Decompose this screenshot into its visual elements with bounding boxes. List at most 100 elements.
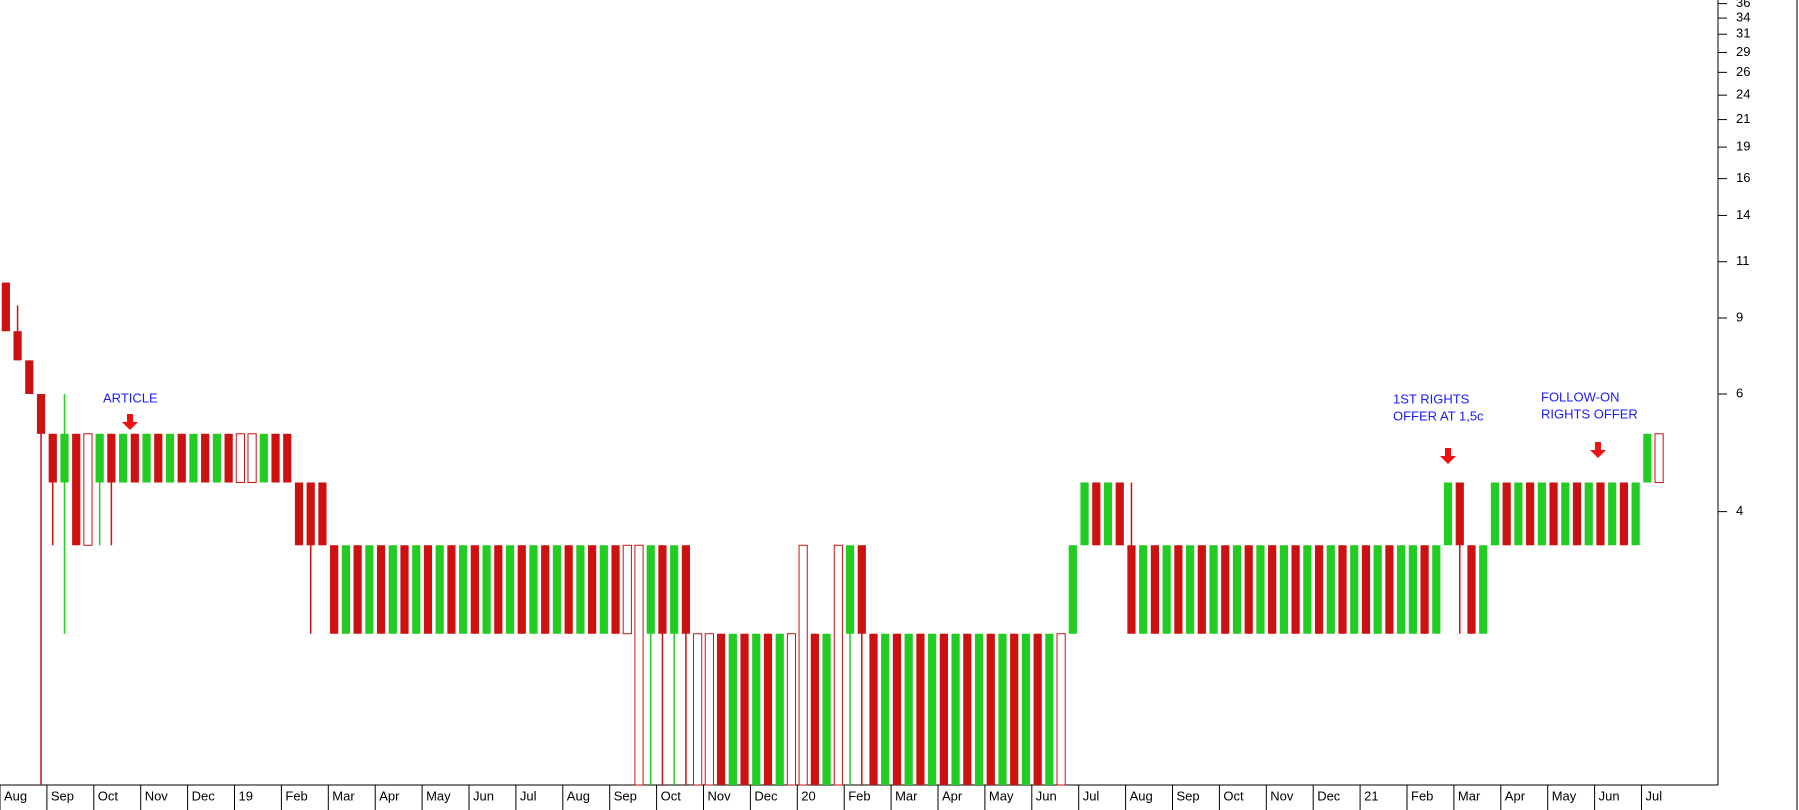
candle-body: [857, 545, 866, 634]
candle-body: [1408, 545, 1417, 634]
candle-body: [1303, 545, 1312, 634]
candle-body: [1502, 482, 1511, 546]
candle-body: [95, 433, 104, 483]
candle-body: [72, 433, 81, 546]
candle-body: [25, 360, 34, 395]
candle-body: [283, 433, 292, 483]
candle-body: [130, 433, 139, 483]
candle-body: [330, 545, 339, 634]
candle-body: [1443, 482, 1453, 546]
candle-body: [599, 545, 608, 634]
candle-body: [939, 633, 948, 785]
x-tick-label: 20: [801, 788, 815, 803]
candle-body: [786, 633, 797, 786]
candle-body: [60, 433, 69, 483]
y-tick-label: 26: [1736, 64, 1750, 79]
candle-body: [1, 282, 10, 332]
annotation-arrow: [1590, 442, 1606, 458]
x-tick-label: Feb: [1411, 788, 1433, 803]
x-tick-label: Apr: [379, 788, 400, 803]
x-tick-label: Sep: [614, 788, 637, 803]
x-tick-label: Jul: [1083, 788, 1100, 803]
candle-body: [1479, 545, 1488, 634]
candle-body: [974, 633, 984, 785]
candle-body: [1197, 545, 1206, 634]
candle-body: [916, 633, 925, 785]
y-tick-label: 21: [1736, 111, 1750, 126]
candle-body: [552, 545, 562, 634]
x-tick-label: Aug: [4, 788, 27, 803]
candle-body: [1185, 545, 1195, 634]
candle-body: [541, 545, 550, 634]
x-tick-label: Aug: [567, 788, 590, 803]
annotation: FOLLOW-ON: [1541, 389, 1620, 404]
annotation: RIGHTS OFFER: [1541, 406, 1638, 421]
candle-body: [1514, 482, 1523, 546]
candle-body: [388, 545, 397, 634]
candle-body: [1291, 545, 1300, 634]
x-tick-label: Nov: [708, 788, 732, 803]
candle-body: [494, 545, 503, 634]
y-tick-label: 11: [1736, 253, 1750, 268]
y-tick-label: 6: [1736, 385, 1743, 400]
candle-body: [904, 633, 913, 785]
candle-body: [1455, 482, 1464, 546]
candle-body: [36, 394, 46, 434]
candle-body: [119, 433, 128, 483]
candle-body: [869, 633, 878, 785]
y-tick-label: 14: [1736, 207, 1750, 222]
candle-body: [224, 433, 233, 483]
candle-body: [1338, 545, 1347, 634]
candle-body: [845, 545, 855, 634]
candle-body: [1162, 545, 1171, 634]
candle-body: [13, 331, 22, 361]
candle-body: [1526, 482, 1535, 546]
candle-body: [517, 545, 526, 634]
candle-body: [1068, 545, 1077, 634]
candle-body: [201, 433, 210, 483]
candle-body: [1385, 545, 1394, 634]
candle-body: [482, 545, 491, 634]
candle-body: [1256, 545, 1265, 634]
candle-body: [1350, 545, 1359, 634]
candle-body: [48, 433, 57, 483]
candle-body: [881, 633, 890, 785]
x-tick-label: Sep: [51, 788, 74, 803]
x-tick-label: Jun: [1036, 788, 1057, 803]
candle-body: [1232, 545, 1242, 634]
candle-body: [564, 545, 573, 634]
annotation: 1ST RIGHTS: [1393, 391, 1470, 406]
candle-body: [763, 633, 773, 785]
candle-body: [716, 633, 726, 785]
x-tick-label: 21: [1364, 788, 1378, 803]
candle-body: [1326, 545, 1335, 634]
candle-body: [212, 433, 222, 483]
candle-body: [1631, 482, 1640, 546]
y-tick-label: 9: [1736, 309, 1743, 324]
x-tick-label: Nov: [1270, 788, 1294, 803]
candle-body: [634, 544, 644, 786]
x-tick-label: May: [1552, 788, 1577, 803]
candle-body: [833, 544, 843, 786]
candle-body: [318, 482, 327, 546]
y-tick-label: 4: [1736, 503, 1743, 518]
candle-body: [1209, 545, 1218, 634]
candle-body: [1010, 633, 1019, 785]
y-tick-label: 16: [1736, 170, 1750, 185]
candle-body: [1127, 545, 1136, 634]
candle-body: [235, 433, 245, 483]
candle-body: [1244, 545, 1253, 634]
x-tick-label: Dec: [192, 788, 216, 803]
candle-body: [1045, 633, 1054, 785]
candle-body: [963, 633, 972, 785]
candle-body: [1139, 545, 1148, 634]
candle-body: [1490, 482, 1500, 546]
candle-body: [728, 633, 737, 785]
candle-body: [1420, 545, 1429, 634]
candle-body: [1221, 545, 1230, 634]
candle-body: [752, 633, 761, 785]
candle-body: [529, 545, 538, 634]
candle-body: [1056, 633, 1066, 786]
candle-body: [1537, 482, 1546, 546]
